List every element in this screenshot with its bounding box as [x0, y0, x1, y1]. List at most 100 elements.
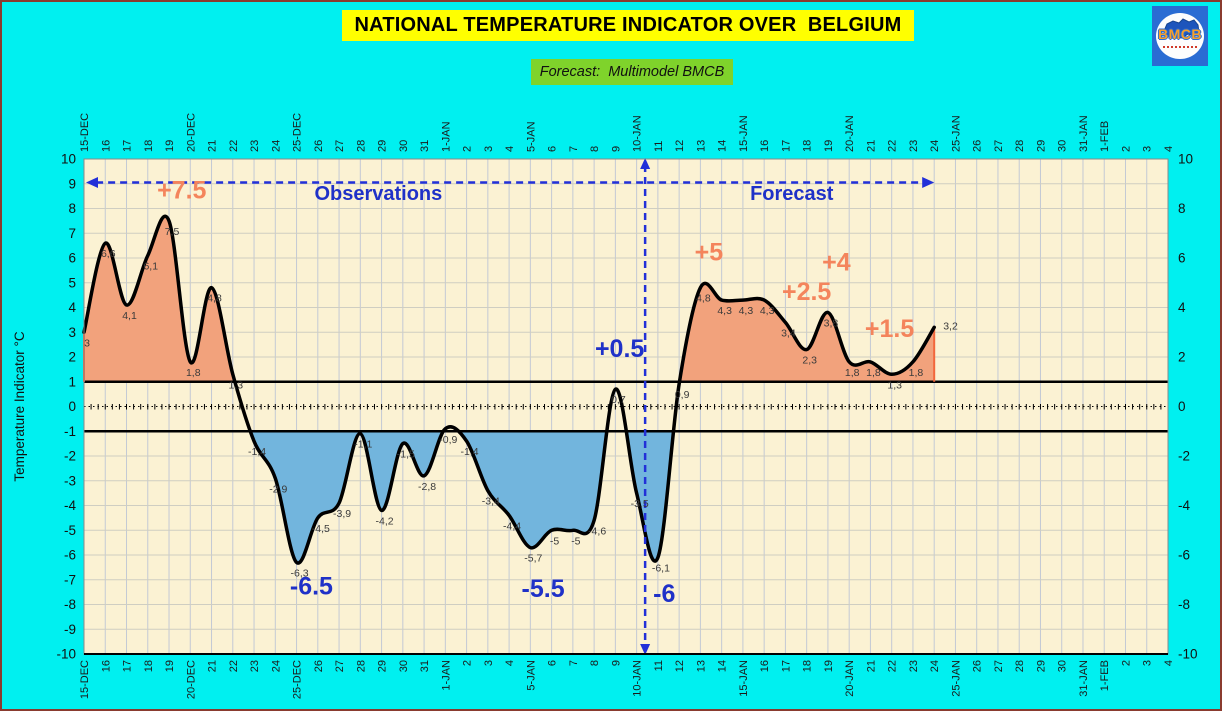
svg-text:3: 3: [84, 337, 90, 349]
svg-text:24: 24: [270, 140, 282, 152]
svg-text:15-DEC: 15-DEC: [79, 113, 91, 152]
svg-text:+1.5: +1.5: [865, 315, 914, 343]
svg-text:+7.5: +7.5: [157, 177, 206, 205]
svg-text:4,3: 4,3: [739, 305, 754, 317]
svg-text:30: 30: [398, 660, 410, 672]
svg-text:25-DEC: 25-DEC: [292, 113, 304, 152]
logo-text: BMCB: [1158, 26, 1202, 42]
svg-text:25-JAN: 25-JAN: [950, 660, 962, 697]
svg-text:-10: -10: [1178, 647, 1198, 662]
svg-text:-1,4: -1,4: [248, 446, 266, 458]
svg-text:22: 22: [228, 660, 240, 672]
svg-text:26: 26: [972, 660, 984, 672]
svg-text:0: 0: [1178, 399, 1186, 414]
svg-text:-6: -6: [64, 548, 76, 563]
chart-title: NATIONAL TEMPERATURE INDICATOR OVER BELG…: [354, 14, 902, 36]
y-axis-labels-right: 10 8 6 4 2 0 -2 -4 -6 -8 -10: [1178, 152, 1198, 662]
observation-arrow: [86, 177, 644, 189]
svg-text:19: 19: [164, 140, 176, 152]
svg-text:26: 26: [313, 140, 325, 152]
svg-text:13: 13: [695, 140, 707, 152]
svg-text:-5.5: -5.5: [522, 575, 565, 603]
svg-text:-3,5: -3,5: [631, 498, 649, 510]
svg-text:24: 24: [929, 660, 941, 672]
svg-text:30: 30: [398, 140, 410, 152]
logo-subtext-line: [1163, 46, 1197, 48]
svg-text:-5: -5: [550, 535, 559, 547]
svg-text:2,3: 2,3: [802, 355, 817, 367]
svg-text:-6,3: -6,3: [291, 567, 309, 579]
svg-text:9: 9: [610, 660, 622, 666]
svg-text:-10: -10: [56, 647, 76, 662]
svg-text:17: 17: [122, 660, 134, 672]
svg-text:25-JAN: 25-JAN: [950, 115, 962, 152]
svg-text:22: 22: [228, 140, 240, 152]
svg-text:-2,8: -2,8: [418, 481, 436, 493]
svg-text:22: 22: [887, 140, 899, 152]
svg-text:10: 10: [61, 152, 76, 167]
forecast-model-banner: Forecast: Multimodel BMCB: [531, 59, 733, 85]
svg-text:1-FEB: 1-FEB: [1099, 660, 1111, 691]
svg-text:10-JAN: 10-JAN: [632, 115, 644, 152]
svg-text:27: 27: [334, 660, 346, 672]
svg-text:16: 16: [759, 140, 771, 152]
data-labels: 36,64,16,17,51,84,81,3-1,4-2,9-6,3-4,5-3…: [84, 226, 958, 580]
svg-text:12: 12: [674, 660, 686, 672]
svg-text:29: 29: [1035, 140, 1047, 152]
svg-text:23: 23: [249, 660, 261, 672]
svg-text:3: 3: [68, 325, 76, 340]
svg-text:28: 28: [355, 140, 367, 152]
svg-text:1,8: 1,8: [186, 367, 201, 379]
svg-text:4: 4: [1163, 660, 1175, 666]
svg-text:-5: -5: [64, 523, 76, 538]
svg-text:10: 10: [1178, 152, 1193, 167]
forecast-arrow: [647, 177, 935, 189]
svg-text:-6,1: -6,1: [652, 562, 670, 574]
svg-text:4: 4: [1163, 146, 1175, 152]
svg-text:-0,9: -0,9: [439, 434, 457, 446]
svg-text:-4,2: -4,2: [376, 515, 394, 527]
svg-text:-6: -6: [653, 580, 675, 608]
svg-text:8: 8: [589, 146, 601, 152]
svg-text:2: 2: [462, 146, 474, 152]
y-axis-title: Temperature Indicator °C: [12, 331, 27, 481]
svg-text:17: 17: [122, 140, 134, 152]
svg-text:-5: -5: [571, 535, 580, 547]
svg-text:8: 8: [589, 660, 601, 666]
svg-text:17: 17: [780, 660, 792, 672]
svg-text:6: 6: [547, 660, 559, 666]
svg-text:7: 7: [568, 146, 580, 152]
belgium-map-icon: [1163, 18, 1200, 39]
svg-text:18: 18: [143, 660, 155, 672]
svg-text:-4,6: -4,6: [588, 525, 606, 537]
svg-text:Forecast: Forecast: [750, 183, 834, 205]
svg-text:27: 27: [334, 140, 346, 152]
svg-text:18: 18: [802, 140, 814, 152]
svg-text:6,1: 6,1: [143, 261, 158, 273]
svg-text:-3: -3: [64, 473, 76, 488]
positive-area: [84, 216, 935, 382]
svg-text:Temperature Indicator °C: Temperature Indicator °C: [12, 331, 27, 481]
svg-text:5: 5: [68, 275, 76, 290]
svg-text:3: 3: [1142, 660, 1154, 666]
svg-text:2: 2: [462, 660, 474, 666]
svg-text:6: 6: [547, 146, 559, 152]
svg-text:-1: -1: [64, 424, 76, 439]
svg-text:15-DEC: 15-DEC: [79, 660, 91, 699]
svg-text:0,7: 0,7: [611, 394, 626, 406]
svg-text:-7: -7: [64, 572, 76, 587]
svg-text:3: 3: [483, 146, 495, 152]
svg-text:14: 14: [717, 660, 729, 672]
svg-text:3,8: 3,8: [824, 317, 839, 329]
svg-text:7: 7: [68, 226, 76, 241]
svg-text:1,8: 1,8: [845, 367, 860, 379]
svg-text:0,9: 0,9: [675, 389, 690, 401]
svg-text:21: 21: [865, 660, 877, 672]
svg-text:-6: -6: [1178, 548, 1190, 563]
svg-text:16: 16: [100, 140, 112, 152]
svg-text:20-JAN: 20-JAN: [844, 115, 856, 152]
svg-text:28: 28: [355, 660, 367, 672]
svg-text:-1,4: -1,4: [461, 446, 479, 458]
svg-text:31: 31: [419, 140, 431, 152]
